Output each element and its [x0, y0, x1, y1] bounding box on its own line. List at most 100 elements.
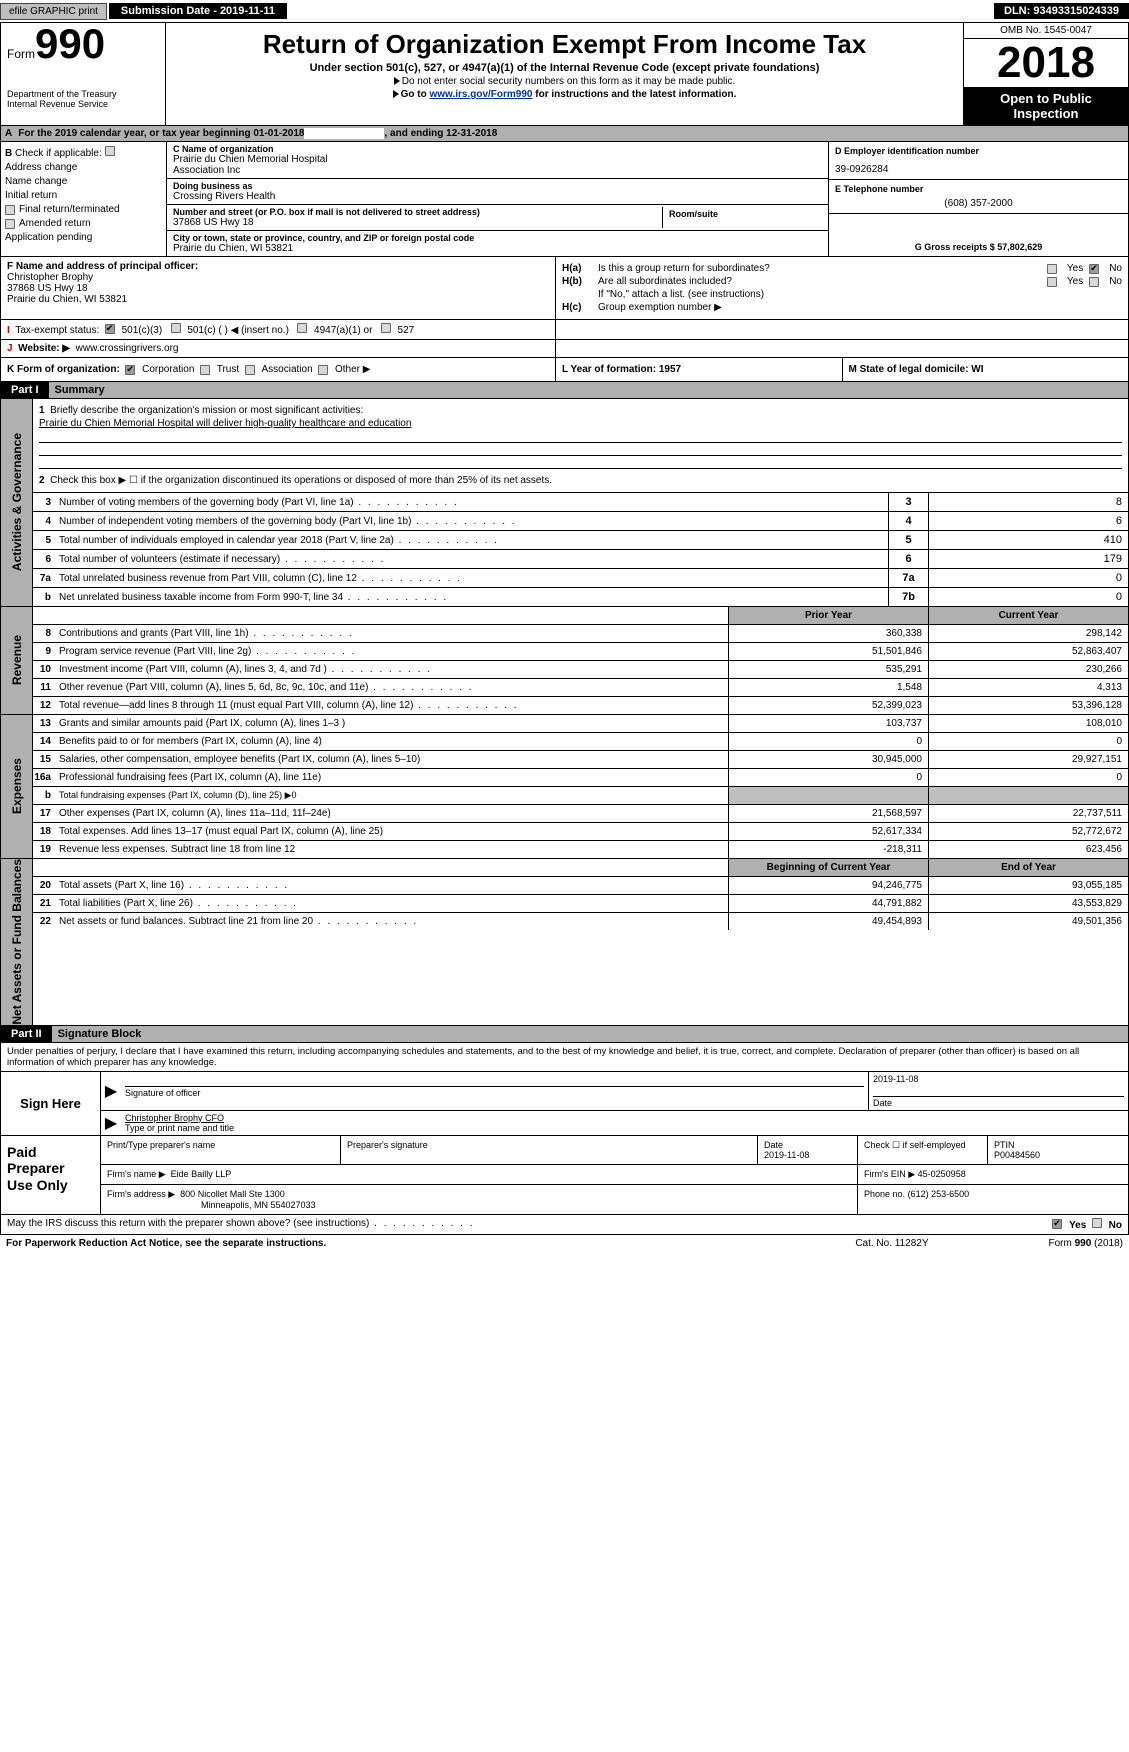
row-a: A For the 2019 calendar year, or tax yea…	[0, 126, 1129, 142]
col-c: C Name of organization Prairie du Chien …	[166, 142, 828, 256]
org-name-2: Association Inc	[173, 165, 822, 176]
expense-line-18: 18Total expenses. Add lines 13–17 (must …	[33, 822, 1128, 840]
city-state-zip: Prairie du Chien, WI 53821	[173, 243, 822, 254]
col-begin-year: Beginning of Current Year	[728, 859, 928, 876]
ein: 39-0926284	[835, 164, 1122, 175]
mission: Prairie du Chien Memorial Hospital will …	[39, 418, 1122, 429]
expense-line-14: 14Benefits paid to or for members (Part …	[33, 732, 1128, 750]
row-klm: K Form of organization: Corporation Trus…	[0, 358, 1129, 382]
k-trust[interactable]	[200, 365, 210, 375]
prep-date: 2019-11-08	[764, 1150, 851, 1160]
col-end-year: End of Year	[928, 859, 1128, 876]
sign-here: Sign Here ▶ Signature of officer 2019-11…	[0, 1072, 1129, 1136]
part1-header: Part I Summary	[0, 382, 1129, 399]
expense-line-15: 15Salaries, other compensation, employee…	[33, 750, 1128, 768]
efile-button[interactable]: efile GRAPHIC print	[0, 3, 107, 20]
vtab-rev: Revenue	[10, 635, 24, 685]
discuss-no[interactable]	[1092, 1218, 1102, 1228]
summary-line-4: 4Number of independent voting members of…	[33, 511, 1128, 530]
org-name-1: Prairie du Chien Memorial Hospital	[173, 154, 822, 165]
row-j: J Website: ▶ www.crossingrivers.org	[0, 340, 1129, 358]
revenue-line-8: 8Contributions and grants (Part VIII, li…	[33, 624, 1128, 642]
col-prior-year: Prior Year	[728, 607, 928, 624]
tax-501c3[interactable]	[105, 324, 115, 334]
revenue-line-9: 9Program service revenue (Part VIII, lin…	[33, 642, 1128, 660]
netassets-line-20: 20Total assets (Part X, line 16)94,246,7…	[33, 876, 1128, 894]
summary-line-7a: 7aTotal unrelated business revenue from …	[33, 568, 1128, 587]
firm-addr1: 800 Nicollet Mall Ste 1300	[180, 1189, 285, 1199]
tax-501c[interactable]	[171, 323, 181, 333]
summary-line-7b: bNet unrelated business taxable income f…	[33, 587, 1128, 606]
ptin: P00484560	[994, 1150, 1122, 1160]
k-assoc[interactable]	[245, 365, 255, 375]
chk-name-change[interactable]: Name change	[5, 176, 162, 187]
chk-initial-return[interactable]: Initial return	[5, 190, 162, 201]
chk-address-change[interactable]: Address change	[5, 162, 162, 173]
tax-4947[interactable]	[297, 323, 307, 333]
firm-ein: 45-0250958	[918, 1169, 966, 1179]
dln-badge: DLN: 93493315024339	[994, 3, 1129, 19]
submission-date-badge: Submission Date - 2019-11-11	[109, 3, 287, 19]
year-formation: L Year of formation: 1957	[556, 358, 843, 381]
section-bcd: B Check if applicable: Address change Na…	[0, 142, 1129, 257]
dept-label: Department of the Treasury	[7, 89, 159, 99]
website: www.crossingrivers.org	[76, 343, 179, 354]
gross-receipts: G Gross receipts $ 57,802,629	[835, 242, 1122, 252]
row-ij: I Tax-exempt status: 501(c)(3) 501(c) ( …	[0, 320, 1129, 340]
officer-name: Christopher Brophy	[7, 272, 93, 283]
hb-yes[interactable]	[1047, 277, 1057, 287]
tax-year: 2018	[964, 39, 1128, 87]
expense-line-13: 13Grants and similar amounts paid (Part …	[33, 715, 1128, 732]
chk-final-return[interactable]: Final return/terminated	[5, 204, 162, 215]
summary-line-6: 6Total number of volunteers (estimate if…	[33, 549, 1128, 568]
expenses-section: Expenses 13Grants and similar amounts pa…	[0, 715, 1129, 859]
subtitle-2: Do not enter social security numbers on …	[170, 76, 959, 87]
irs-link[interactable]: www.irs.gov/Form990	[429, 89, 532, 100]
col-b: B Check if applicable: Address change Na…	[1, 142, 166, 256]
state-domicile: M State of legal domicile: WI	[843, 358, 1129, 381]
col-d: D Employer identification number 39-0926…	[828, 142, 1128, 256]
open-to-public: Open to Public Inspection	[964, 87, 1128, 125]
revenue-line-12: 12Total revenue—add lines 8 through 11 (…	[33, 696, 1128, 714]
officer-typed-name: Christopher Brophy CFO	[125, 1113, 1124, 1123]
self-employed-check[interactable]: Check ☐ if self-employed	[858, 1136, 988, 1164]
ha-yes[interactable]	[1047, 264, 1057, 274]
revenue-line-11: 11Other revenue (Part VIII, column (A), …	[33, 678, 1128, 696]
firm-phone: (612) 253-6500	[908, 1189, 970, 1199]
officer-addr2: Prairie du Chien, WI 53821	[7, 294, 127, 305]
sign-arrow-2: ▶	[101, 1111, 121, 1135]
hb-no[interactable]	[1089, 277, 1099, 287]
k-other[interactable]	[318, 365, 328, 375]
form-title: Return of Organization Exempt From Incom…	[170, 29, 959, 60]
discuss-yes[interactable]	[1052, 1219, 1062, 1229]
net-assets-section: Net Assets or Fund Balances Beginning of…	[0, 859, 1129, 1026]
revenue-line-10: 10Investment income (Part VIII, column (…	[33, 660, 1128, 678]
subtitle-3: Go to www.irs.gov/Form990 for instructio…	[170, 89, 959, 100]
perjury-text: Under penalties of perjury, I declare th…	[0, 1043, 1129, 1072]
tax-527[interactable]	[381, 323, 391, 333]
ha-no[interactable]	[1089, 264, 1099, 274]
k-corp[interactable]	[125, 365, 135, 375]
subtitle-1: Under section 501(c), 527, or 4947(a)(1)…	[170, 62, 959, 74]
form-ref: Form 990 (2018)	[1049, 1238, 1123, 1249]
chk-app-pending[interactable]: Application pending	[5, 232, 162, 243]
sig-date: 2019-11-08	[873, 1074, 1124, 1084]
vtab-exp: Expenses	[10, 758, 24, 814]
topbar: efile GRAPHIC print Submission Date - 20…	[0, 0, 1129, 22]
sig-officer-label: Signature of officer	[125, 1086, 864, 1098]
discuss-row: May the IRS discuss this return with the…	[0, 1215, 1129, 1235]
omb-number: OMB No. 1545-0047	[964, 23, 1128, 39]
summary-line-5: 5Total number of individuals employed in…	[33, 530, 1128, 549]
street-address: 37868 US Hwy 18	[173, 217, 662, 228]
chk-amended[interactable]: Amended return	[5, 218, 162, 229]
part2-header: Part II Signature Block	[0, 1026, 1129, 1043]
row-fh: F Name and address of principal officer:…	[0, 257, 1129, 320]
sign-arrow-1: ▶	[101, 1072, 121, 1110]
activities-governance: Activities & Governance 1 Briefly descri…	[0, 399, 1129, 607]
footer-line: For Paperwork Reduction Act Notice, see …	[0, 1235, 1129, 1252]
revenue-section: Revenue Prior Year Current Year 8Contrib…	[0, 607, 1129, 715]
col-current-year: Current Year	[928, 607, 1128, 624]
netassets-line-22: 22Net assets or fund balances. Subtract …	[33, 912, 1128, 930]
firm-addr2: Minneapolis, MN 554027033	[201, 1200, 316, 1210]
form-990-page: efile GRAPHIC print Submission Date - 20…	[0, 0, 1129, 1252]
